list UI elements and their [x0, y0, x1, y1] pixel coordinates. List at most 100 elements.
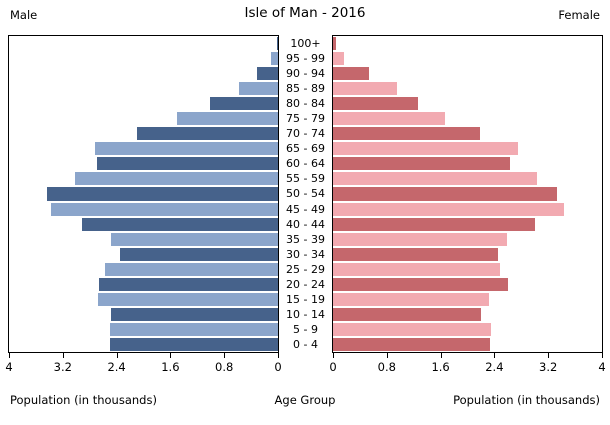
- axis-tick: [224, 353, 226, 358]
- axis-tick: [494, 353, 496, 358]
- axis-tick-label: 0.8: [377, 360, 396, 374]
- bar-row: [9, 66, 278, 81]
- age-group-label: 10 - 14: [286, 307, 325, 321]
- female-side-label: Female: [558, 8, 600, 22]
- bar-female-60-64: [333, 157, 510, 171]
- bar-row: [333, 202, 602, 217]
- bar-female-95-99: [333, 52, 344, 66]
- bar-male-0-4: [109, 337, 278, 351]
- bar-row: [9, 111, 278, 126]
- bar-female-45-49: [333, 202, 564, 216]
- bar-female-0-4: [333, 337, 491, 351]
- axis-tick-label: 4: [598, 360, 606, 374]
- bar-row: [333, 36, 602, 51]
- bar-row: [333, 337, 602, 352]
- age-group-label: 20 - 24: [286, 277, 325, 291]
- bar-row: [9, 277, 278, 292]
- bar-male-100+: [276, 37, 278, 51]
- bar-male-5-9: [109, 322, 278, 336]
- axis-tick: [278, 353, 279, 358]
- bar-female-5-9: [333, 322, 492, 336]
- bar-row: [333, 81, 602, 96]
- female-plot-panel: [332, 35, 603, 353]
- bar-female-35-39: [333, 232, 507, 246]
- axis-tick-label: 2.4: [107, 360, 126, 374]
- axis-tick-label: 3.2: [53, 360, 72, 374]
- bar-female-30-34: [333, 247, 498, 261]
- bar-male-45-49: [51, 202, 278, 216]
- axis-tick: [440, 353, 442, 358]
- bar-row: [333, 126, 602, 141]
- bar-female-10-14: [333, 307, 481, 321]
- bar-female-55-59: [333, 172, 538, 186]
- axis-tick: [386, 353, 388, 358]
- bar-male-15-19: [97, 292, 278, 306]
- bar-male-80-84: [210, 97, 278, 111]
- bar-female-75-79: [333, 112, 445, 126]
- age-group-label: 60 - 64: [286, 157, 325, 171]
- bar-row: [9, 141, 278, 156]
- bar-row: [9, 217, 278, 232]
- axis-tick-label: 4: [5, 360, 13, 374]
- age-group-label: 100+: [290, 37, 321, 50]
- bar-male-10-14: [111, 307, 278, 321]
- age-group-axis: 100+ 95 - 99 90 - 94 85 - 89 80 - 84 75 - 79 7…: [279, 36, 332, 352]
- bar-row: [9, 322, 278, 337]
- axis-tick: [9, 353, 10, 358]
- bar-row: [333, 262, 602, 277]
- axis-tick-label: 1.6: [431, 360, 450, 374]
- bar-male-65-69: [95, 142, 278, 156]
- age-group-label: 95 - 99: [286, 52, 325, 66]
- bar-row: [333, 247, 602, 262]
- male-plot-panel: [8, 35, 279, 353]
- age-group-axis-title: Age Group: [274, 393, 336, 407]
- bar-male-75-79: [177, 112, 278, 126]
- bar-row: [9, 171, 278, 186]
- bar-row: [333, 217, 602, 232]
- age-group-label: 75 - 79: [286, 112, 325, 126]
- bar-row: [9, 51, 278, 66]
- bar-row: [9, 292, 278, 307]
- axis-tick-label: 0.8: [215, 360, 234, 374]
- bar-row: [9, 202, 278, 217]
- axis-tick: [333, 353, 334, 358]
- axis-tick-label: 3.2: [539, 360, 558, 374]
- age-group-label: 65 - 69: [286, 142, 325, 156]
- axis-tick: [116, 353, 118, 358]
- bar-female-40-44: [333, 217, 536, 231]
- bar-female-20-24: [333, 277, 508, 291]
- chart-title: Isle of Man - 2016: [244, 5, 366, 21]
- age-group-label: 5 - 9: [293, 322, 318, 336]
- bar-male-50-54: [47, 187, 278, 201]
- bar-female-15-19: [333, 292, 490, 306]
- bar-female-90-94: [333, 67, 369, 81]
- bar-row: [333, 66, 602, 81]
- bar-row: [9, 232, 278, 247]
- bar-row: [9, 36, 278, 51]
- age-group-label: 40 - 44: [286, 217, 325, 231]
- age-group-label: 30 - 34: [286, 247, 325, 261]
- bar-female-25-29: [333, 262, 500, 276]
- bar-row: [9, 247, 278, 262]
- bar-male-70-74: [137, 127, 278, 141]
- bar-male-90-94: [257, 67, 278, 81]
- bar-row: [333, 141, 602, 156]
- axis-tick-label: 0: [329, 360, 337, 374]
- bar-row: [9, 337, 278, 352]
- age-group-label: 25 - 29: [286, 262, 325, 276]
- age-group-label: 70 - 74: [286, 127, 325, 141]
- bar-female-100+: [333, 37, 337, 51]
- bar-row: [333, 292, 602, 307]
- age-group-label: 50 - 54: [286, 187, 325, 201]
- bar-male-25-29: [104, 262, 278, 276]
- male-axis-title: Population (in thousands): [10, 393, 157, 407]
- bar-male-35-39: [111, 232, 278, 246]
- bar-female-70-74: [333, 127, 480, 141]
- age-group-label: 80 - 84: [286, 97, 325, 111]
- bar-male-40-44: [81, 217, 278, 231]
- axis-tick-label: 1.6: [161, 360, 180, 374]
- axis-tick: [170, 353, 172, 358]
- bar-male-85-89: [239, 82, 278, 96]
- bar-row: [333, 277, 602, 292]
